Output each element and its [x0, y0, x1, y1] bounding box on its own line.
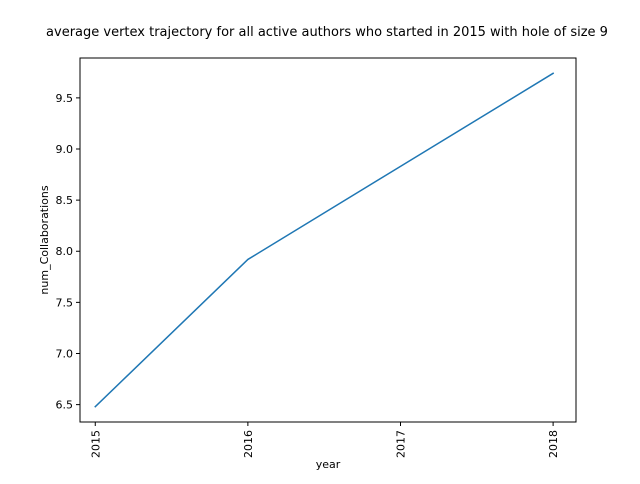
y-tick-label: 6.5	[56, 399, 74, 412]
x-tick-label: 2018	[547, 430, 560, 458]
chart-title: average vertex trajectory for all active…	[46, 25, 608, 40]
series-line	[94, 72, 555, 408]
x-tick-label: 2015	[89, 430, 102, 458]
x-axis-label: year	[316, 458, 341, 471]
y-tick-label: 9.0	[56, 143, 74, 156]
y-tick-label: 7.5	[56, 296, 74, 309]
y-tick-label: 7.0	[56, 347, 74, 360]
y-axis: 6.5 7.0 7.5 8.0 8.5 9.0 9.5	[56, 92, 80, 412]
plot-frame	[79, 57, 577, 423]
plot-series	[94, 72, 555, 408]
y-tick-label: 8.5	[56, 194, 74, 207]
x-axis: 2015 2016 2017 2018	[89, 422, 560, 458]
x-tick-label: 2017	[394, 430, 407, 458]
x-tick-label: 2016	[242, 430, 255, 458]
y-axis-label: num_Collaborations	[38, 185, 51, 294]
y-tick-label: 9.5	[56, 92, 74, 105]
y-tick-label: 8.0	[56, 245, 74, 258]
